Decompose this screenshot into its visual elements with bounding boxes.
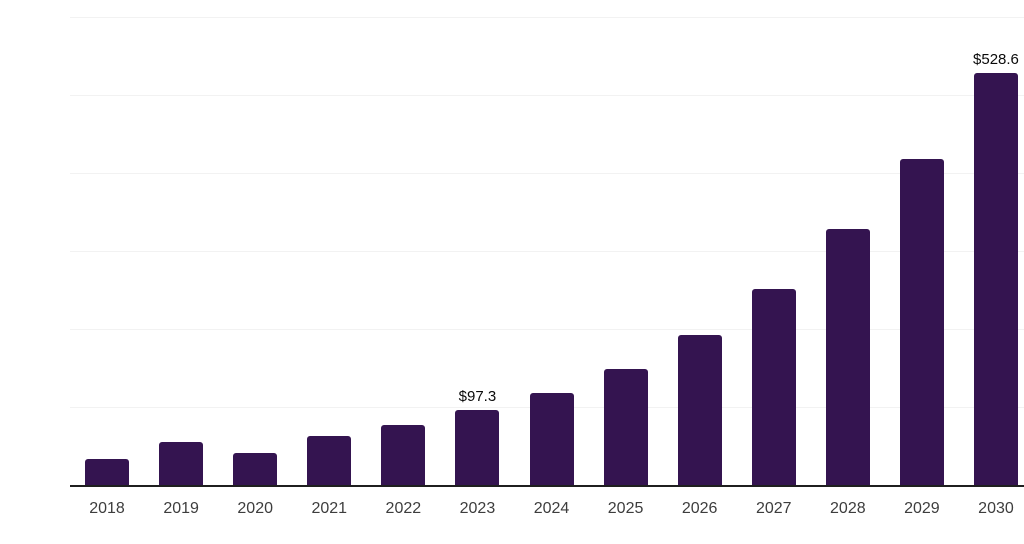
bar-2030 — [973, 72, 1018, 486]
x-tick-label-2027: 2027 — [755, 500, 792, 517]
x-axis-tick-labels: 2018 2019 2020 2021 2022 2023 2024 2025 2026 2027… — [70, 486, 1024, 528]
bar-2025 — [603, 369, 648, 486]
value-label-2030: $528.6 — [973, 50, 1019, 68]
bar-2020 — [233, 453, 278, 486]
x-tick-label-2019: 2019 — [163, 500, 199, 517]
gridline-500 — [70, 94, 1024, 96]
x-tick-label-2029: 2029 — [904, 500, 940, 517]
gridline-600 — [70, 16, 1024, 18]
x-axis-line — [70, 485, 1024, 487]
x-tick-label-2025: 2025 — [607, 500, 644, 517]
bar-2029 — [899, 159, 944, 486]
gridline-200 — [70, 329, 1024, 331]
bar-2019 — [159, 442, 204, 486]
x-tick-label-2023: 2023 — [459, 500, 496, 517]
bar-2024 — [529, 393, 574, 486]
bar-chart: $97.3 $528.6 2018 2019 2020 2021 2022 2023 2024… — [40, 16, 1024, 528]
gridline-300 — [70, 251, 1024, 252]
x-tick-label-2024: 2024 — [533, 500, 570, 517]
x-tick-label-2020: 2020 — [237, 500, 273, 517]
bar-2018 — [85, 459, 130, 486]
bar-2026 — [677, 335, 722, 486]
value-label-2023: $97.3 — [458, 387, 497, 405]
bar-2028 — [825, 229, 870, 486]
x-tick-label-2018: 2018 — [89, 500, 125, 517]
x-tick-label-2022: 2022 — [385, 500, 422, 517]
x-tick-label-2030: 2030 — [978, 500, 1014, 517]
x-tick-label-2026: 2026 — [681, 500, 718, 517]
bar-2023 — [455, 409, 500, 486]
x-tick-label-2028: 2028 — [830, 500, 866, 517]
plot-area: $97.3 $528.6 — [70, 16, 1024, 487]
bar-2027 — [751, 289, 796, 486]
bar-2022 — [381, 425, 426, 486]
x-tick-label-2021: 2021 — [311, 500, 348, 517]
bar-2021 — [307, 436, 352, 486]
gridline-400 — [70, 172, 1024, 174]
